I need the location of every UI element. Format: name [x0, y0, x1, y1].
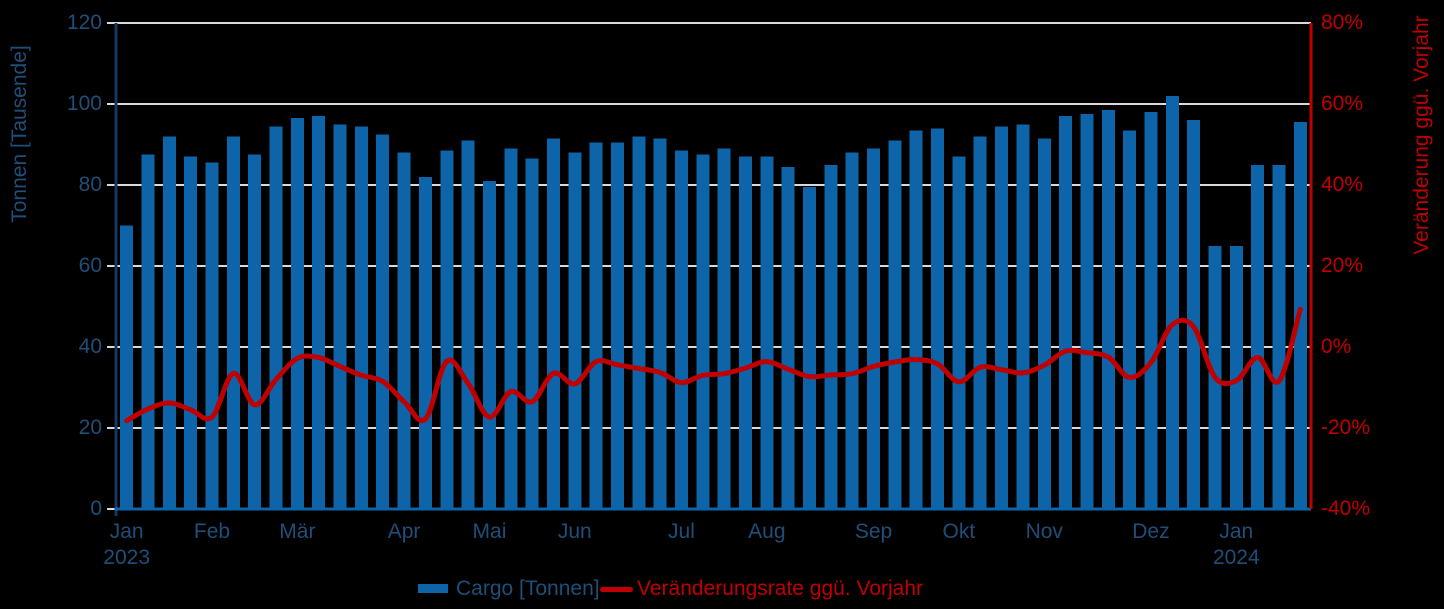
x-axis-month-label: Jan: [109, 520, 144, 543]
left-axis-tick-label: 20: [78, 416, 102, 439]
left-axis-tick-label: 0: [90, 497, 102, 520]
cargo-bar: [760, 156, 774, 509]
cargo-bar: [867, 148, 880, 509]
cargo-bar: [547, 138, 560, 509]
cargo-bar: [333, 124, 347, 510]
cargo-bar: [1101, 110, 1115, 509]
left-axis-title: Tonnen [Tausende]: [8, 45, 31, 223]
cargo-bar: [1272, 164, 1286, 510]
cargo-bar: [739, 156, 752, 509]
left-axis-tick-label: 60: [78, 254, 102, 277]
cargo-bar: [248, 154, 262, 509]
cargo-bar: [653, 138, 667, 509]
cargo-bar: [141, 154, 155, 509]
legend-cargo-label: Cargo [Tonnen]: [456, 577, 600, 600]
cargo-bar: [290, 118, 304, 509]
right-axis-tick-label: -20%: [1321, 416, 1371, 439]
cargo-bar: [162, 136, 176, 509]
x-axis-month-label: Mai: [472, 520, 507, 543]
x-axis-month-label: Jul: [668, 520, 695, 543]
cargo-bar: [120, 225, 134, 509]
left-axis-tick-label: 100: [66, 92, 102, 115]
cargo-bar: [888, 140, 902, 509]
cargo-bar: [589, 142, 603, 509]
cargo-bar: [632, 136, 646, 509]
cargo-bar: [354, 126, 368, 510]
x-axis-month-label: Dez: [1132, 520, 1170, 543]
cargo-bar: [525, 158, 539, 509]
cargo-bar: [931, 128, 945, 510]
x-axis-year-label: 2023: [103, 546, 151, 569]
left-axis-tick-label: 40: [78, 335, 102, 358]
cargo-bar: [845, 152, 859, 509]
right-axis-tick-label: 40%: [1321, 173, 1364, 196]
cargo-bar: [781, 166, 795, 510]
cargo-bar: [1165, 95, 1179, 510]
cargo-bar: [696, 154, 710, 509]
cargo-bar: [1187, 120, 1201, 509]
cargo-bar: [504, 148, 518, 509]
cargo-bar: [952, 156, 966, 509]
right-axis-tick-label: 0%: [1321, 335, 1352, 358]
x-axis-month-label: Feb: [193, 520, 231, 543]
x-axis-month-label: Okt: [942, 520, 976, 543]
cargo-bar: [568, 152, 582, 509]
cargo-bar: [376, 134, 390, 509]
x-axis-month-label: Mär: [279, 520, 316, 543]
cargo-bar: [1251, 164, 1265, 510]
cargo-bar: [1016, 124, 1030, 510]
x-axis-month-label: Apr: [387, 520, 421, 543]
cargo-bar: [184, 156, 198, 509]
cargo-bar: [397, 152, 411, 509]
cargo-bar: [1123, 130, 1137, 510]
cargo-bar: [675, 150, 688, 509]
right-axis-title: Veränderung ggü. Vorjahr: [1410, 15, 1433, 255]
cargo-bar: [717, 148, 731, 509]
legend-rate-label: Veränderungsrate ggü. Vorjahr: [637, 577, 924, 600]
cargo-bar: [440, 150, 454, 509]
x-axis-month-label: Sep: [854, 520, 893, 543]
rate-line: [124, 306, 1303, 424]
cargo-bar: [418, 176, 432, 509]
cargo-bar: [1229, 245, 1243, 510]
x-axis-month-label: Aug: [748, 520, 786, 543]
cargo-bar: [461, 140, 475, 509]
cargo-bar: [803, 187, 816, 509]
cargo-bar: [995, 126, 1009, 510]
x-axis-month-label: Jan: [1219, 520, 1254, 543]
cargo-bar: [1080, 114, 1094, 509]
cargo-bar: [312, 116, 326, 509]
cargo-bar: [824, 164, 838, 510]
cargo-bar: [611, 142, 624, 509]
right-axis-tick-label: 20%: [1321, 254, 1364, 277]
x-axis-year-label: 2024: [1212, 546, 1260, 569]
x-axis-month-label: Jun: [557, 520, 592, 543]
cargo-bar: [973, 136, 987, 509]
cargo-bar: [205, 162, 219, 509]
right-axis-tick-label: 60%: [1321, 92, 1364, 115]
cargo-bar: [482, 180, 496, 509]
left-axis-tick-label: 120: [66, 11, 102, 34]
left-axis-tick-label: 80: [78, 173, 102, 196]
cargo-bar: [269, 126, 283, 510]
legend-cargo-swatch: [418, 584, 448, 593]
x-axis-month-label: Nov: [1025, 520, 1063, 543]
cargo-bar: [1144, 112, 1158, 509]
legend-rate-swatch: [600, 587, 633, 592]
right-axis-tick-label: 80%: [1321, 11, 1364, 34]
cargo-bar: [909, 130, 923, 510]
cargo-bar: [226, 136, 240, 509]
cargo-bar: [1059, 116, 1073, 509]
right-axis-tick-label: -40%: [1321, 497, 1371, 520]
cargo-bar: [1037, 138, 1051, 509]
